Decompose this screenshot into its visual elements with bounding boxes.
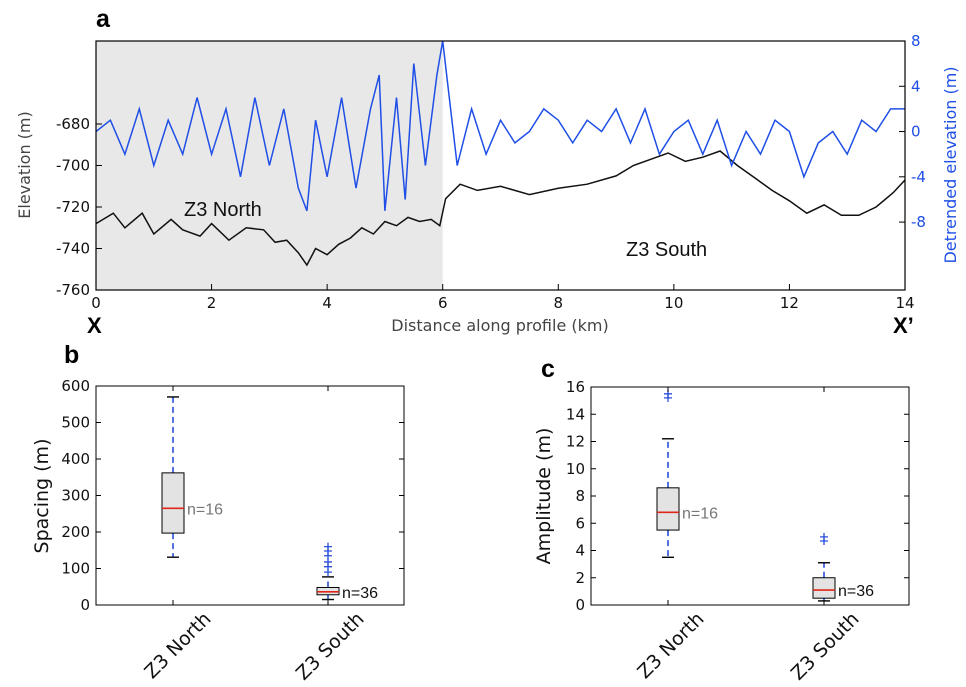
y-tick-label: 600 — [61, 377, 90, 395]
profile-start-label: X — [87, 313, 102, 338]
panel-b-cat-south: Z3 South — [292, 608, 369, 685]
y-tick-label: -720 — [56, 198, 90, 216]
y-tick-label: 500 — [61, 414, 90, 432]
y-tick-label: 6 — [575, 514, 585, 532]
y-right-tick-label: 0 — [911, 123, 921, 141]
panel-a-letter: a — [96, 5, 111, 33]
y-tick-label: 0 — [80, 596, 90, 614]
x-tick-label: 14 — [895, 294, 914, 312]
panel-c-boxes: n=16 n=36 — [656, 389, 874, 602]
y-tick-label: 10 — [566, 460, 585, 478]
panel-a-y-label: Elevation (m) — [15, 111, 34, 218]
x-tick-label: 4 — [322, 294, 332, 312]
region-label-south: Z3 South — [626, 239, 707, 261]
y-tick-label: -700 — [56, 157, 90, 175]
outlier-marker — [324, 542, 332, 551]
sample-size-label: n=16 — [187, 501, 223, 518]
panel-a-y-label-right: Detrended elevation (m) — [941, 66, 960, 263]
y-tick-label: 16 — [566, 378, 585, 396]
y-right-tick-label: 4 — [911, 77, 921, 95]
x-tick-label: 12 — [780, 294, 799, 312]
panel-a-y-ticks: -760 -740 -720 -700 -680 — [56, 115, 102, 299]
panel-a-y-ticks-right: -8 -4 0 4 8 — [899, 32, 926, 231]
panel-b-cat-north: Z3 North — [140, 608, 215, 683]
panel-b-boxes: n=16 n=36 — [161, 396, 378, 602]
x-tick-label: 8 — [554, 294, 564, 312]
panel-a: a 0 2 4 6 8 10 12 14 -760 -740 -720 -700 -680 -8 -4 0… — [15, 5, 960, 338]
region-label-north: Z3 North — [184, 199, 262, 221]
y-tick-label: 2 — [575, 569, 585, 587]
sample-size-label: n=36 — [342, 585, 378, 602]
panel-b-y-ticks: 0 100 200 300 400 500 600 — [61, 377, 404, 614]
detrended-elevation-line — [95, 40, 905, 212]
x-tick-label: 0 — [91, 294, 101, 312]
iqr-box — [812, 577, 836, 599]
sample-size-label: n=16 — [682, 505, 718, 522]
y-tick-label: 12 — [566, 433, 585, 451]
x-tick-label: 6 — [438, 294, 448, 312]
panel-a-x-label: Distance along profile (km) — [391, 316, 608, 335]
panel-b-y-label: Spacing (m) — [31, 439, 53, 554]
y-tick-label: 400 — [61, 450, 90, 468]
panel-b: b n=16 n=36 0 100 200 300 400 500 600 Spacing (… — [31, 341, 405, 685]
y-tick-label: -740 — [56, 240, 90, 258]
panel-c-cat-north: Z3 North — [633, 608, 708, 683]
panel-b-frame — [95, 385, 405, 606]
outlier-marker — [820, 532, 828, 541]
panel-a-x-ticks: 0 2 4 6 8 10 12 14 — [91, 284, 915, 312]
y-tick-label: 8 — [575, 487, 585, 505]
sample-size-label: n=36 — [838, 583, 874, 600]
x-tick-label: 10 — [664, 294, 683, 312]
panel-c-letter: c — [541, 355, 555, 383]
iqr-box — [161, 472, 185, 534]
y-tick-label: 200 — [61, 523, 90, 541]
y-tick-label: -760 — [56, 281, 90, 299]
elevation-line — [95, 150, 906, 267]
y-tick-label: 100 — [61, 560, 90, 578]
panel-c: c n=16 n=36 0 2 4 6 8 10 12 14 16 Amplitude (m) Z… — [533, 355, 910, 685]
panel-c-y-ticks: 0 2 4 6 8 10 12 14 16 — [566, 378, 909, 614]
y-tick-label: -680 — [56, 115, 90, 133]
y-tick-label: 0 — [575, 596, 585, 614]
y-right-tick-label: 8 — [911, 32, 921, 50]
iqr-box — [656, 487, 680, 531]
y-tick-label: 4 — [575, 542, 585, 560]
panel-c-cat-south: Z3 South — [787, 608, 864, 685]
panel-c-y-label: Amplitude (m) — [533, 428, 555, 565]
y-tick-label: 300 — [61, 487, 90, 505]
profile-end-label: X’ — [893, 313, 914, 338]
y-tick-label: 14 — [566, 405, 585, 423]
panel-a-series — [95, 40, 906, 267]
y-right-tick-label: -8 — [911, 213, 926, 231]
y-right-tick-label: -4 — [911, 168, 926, 186]
panel-b-letter: b — [64, 341, 79, 369]
panel-c-frame — [590, 386, 910, 606]
x-tick-label: 2 — [207, 294, 217, 312]
